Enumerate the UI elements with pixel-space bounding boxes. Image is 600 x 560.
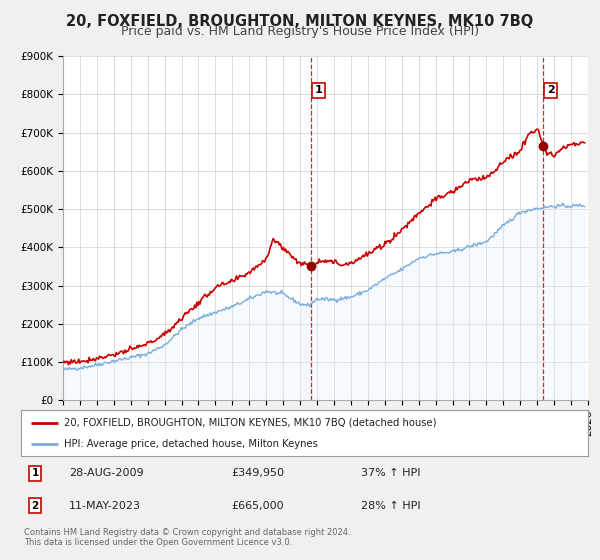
Text: £349,950: £349,950	[231, 468, 284, 478]
Text: 2: 2	[547, 86, 554, 95]
Text: Contains HM Land Registry data © Crown copyright and database right 2024.
This d: Contains HM Land Registry data © Crown c…	[24, 528, 350, 547]
Text: 20, FOXFIELD, BROUGHTON, MILTON KEYNES, MK10 7BQ: 20, FOXFIELD, BROUGHTON, MILTON KEYNES, …	[67, 14, 533, 29]
Text: 11-MAY-2023: 11-MAY-2023	[69, 501, 141, 511]
Text: 37% ↑ HPI: 37% ↑ HPI	[361, 468, 421, 478]
Text: 20, FOXFIELD, BROUGHTON, MILTON KEYNES, MK10 7BQ (detached house): 20, FOXFIELD, BROUGHTON, MILTON KEYNES, …	[64, 418, 436, 428]
Text: 1: 1	[314, 86, 322, 95]
Text: 28-AUG-2009: 28-AUG-2009	[69, 468, 144, 478]
Text: 1: 1	[32, 468, 39, 478]
Text: £665,000: £665,000	[231, 501, 283, 511]
Text: 28% ↑ HPI: 28% ↑ HPI	[361, 501, 421, 511]
Text: 2: 2	[32, 501, 39, 511]
Text: Price paid vs. HM Land Registry's House Price Index (HPI): Price paid vs. HM Land Registry's House …	[121, 25, 479, 38]
Text: HPI: Average price, detached house, Milton Keynes: HPI: Average price, detached house, Milt…	[64, 439, 317, 449]
